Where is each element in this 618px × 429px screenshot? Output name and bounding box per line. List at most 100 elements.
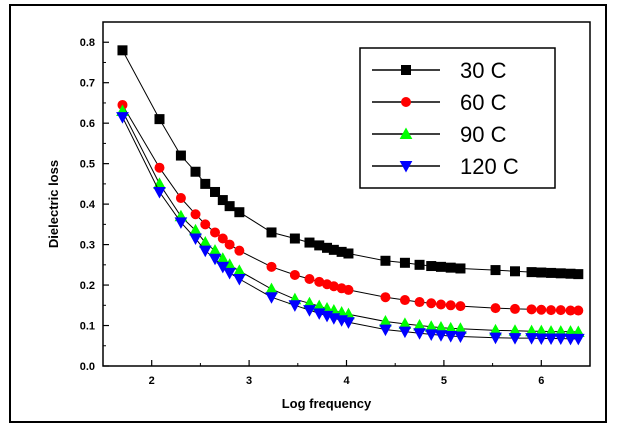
data-point	[304, 237, 315, 248]
legend-marker	[401, 97, 411, 107]
data-point	[379, 324, 392, 337]
legend-marker	[401, 65, 411, 75]
legend-marker	[399, 127, 413, 139]
data-point	[489, 332, 502, 345]
data-point	[380, 292, 391, 303]
data-point	[454, 331, 467, 343]
figure-frame	[9, 4, 607, 423]
data-point	[198, 245, 212, 258]
data-point	[265, 292, 278, 304]
data-point	[117, 45, 128, 56]
data-point	[265, 282, 278, 295]
x-tick-label: 4	[343, 375, 350, 387]
data-point	[526, 267, 537, 278]
data-point	[174, 217, 188, 229]
x-axis-label: Log frequency	[282, 396, 372, 411]
y-tick-label: 0.1	[80, 321, 95, 333]
x-tick-label: 3	[246, 375, 252, 387]
series-1	[117, 99, 584, 316]
data-point	[455, 301, 466, 312]
data-point	[190, 166, 201, 177]
data-point	[224, 201, 235, 212]
data-point	[435, 261, 446, 272]
data-point	[210, 186, 221, 197]
data-point	[544, 333, 558, 346]
data-point	[571, 333, 585, 346]
x-tick-label: 2	[149, 375, 155, 387]
y-tick-label: 0.3	[80, 240, 95, 252]
data-point	[399, 295, 410, 306]
legend-entry: 90 C	[372, 122, 507, 147]
data-point	[154, 162, 165, 173]
data-point	[303, 305, 316, 317]
legend-entry: 60 C	[372, 90, 507, 115]
data-point	[233, 273, 246, 286]
data-point	[289, 269, 300, 280]
data-point	[343, 284, 354, 295]
data-point	[536, 267, 547, 278]
data-point	[534, 333, 548, 346]
data-point	[536, 304, 547, 315]
data-point	[555, 305, 566, 316]
data-point	[399, 257, 410, 268]
data-point	[445, 262, 456, 273]
data-point	[445, 300, 456, 311]
data-point	[208, 244, 222, 256]
data-point	[490, 265, 501, 276]
data-point	[234, 207, 245, 218]
y-tick-label: 0.5	[80, 159, 95, 171]
y-axis-label: Dielectric loss	[46, 160, 61, 248]
data-point	[525, 333, 538, 345]
data-point	[116, 112, 129, 124]
legend-marker	[399, 161, 413, 173]
data-point	[342, 317, 355, 329]
data-point	[200, 178, 211, 189]
data-point	[508, 333, 522, 345]
legend-entry: 120 C	[372, 154, 519, 179]
data-point	[398, 326, 412, 339]
data-point	[288, 300, 302, 312]
data-point	[343, 248, 354, 259]
data-point	[424, 329, 438, 341]
data-point	[426, 298, 437, 309]
data-point	[444, 331, 458, 343]
data-point	[200, 219, 211, 230]
axes: 0.0 0.1 0.2 0.3 0.4 0.5 0.6 0.7 0.8 2 3 4 5 6	[80, 21, 591, 387]
data-point	[455, 263, 466, 274]
data-point	[573, 305, 584, 316]
data-point	[216, 261, 230, 274]
legend-label: 120 C	[460, 154, 519, 179]
data-point	[434, 330, 448, 342]
data-point	[154, 114, 165, 125]
y-tick-label: 0.0	[80, 361, 95, 373]
data-point	[266, 261, 277, 272]
data-point	[208, 253, 222, 266]
y-tick-label: 0.6	[80, 118, 95, 130]
series-0	[117, 45, 584, 280]
data-point	[153, 186, 166, 199]
data-point	[426, 261, 437, 272]
data-point	[414, 297, 425, 308]
data-point	[266, 227, 277, 238]
legend-entry: 30 C	[372, 58, 507, 83]
data-point	[217, 233, 228, 244]
y-tick-label: 0.2	[80, 280, 95, 292]
data-point	[190, 209, 201, 220]
data-point	[490, 303, 501, 314]
data-point	[217, 195, 228, 206]
x-tick-label: 6	[538, 375, 544, 387]
data-point	[510, 303, 521, 314]
legend-label: 90 C	[460, 122, 507, 147]
data-point	[223, 267, 236, 280]
data-point	[435, 299, 446, 310]
data-point	[554, 333, 568, 346]
data-point	[510, 266, 521, 277]
legend: 30 C 60 C 90 C 120 C	[359, 47, 556, 189]
data-point	[189, 233, 202, 246]
data-point	[210, 227, 221, 238]
data-point	[546, 267, 557, 278]
data-point	[546, 305, 557, 316]
data-point	[175, 150, 186, 161]
data-point	[413, 328, 426, 340]
